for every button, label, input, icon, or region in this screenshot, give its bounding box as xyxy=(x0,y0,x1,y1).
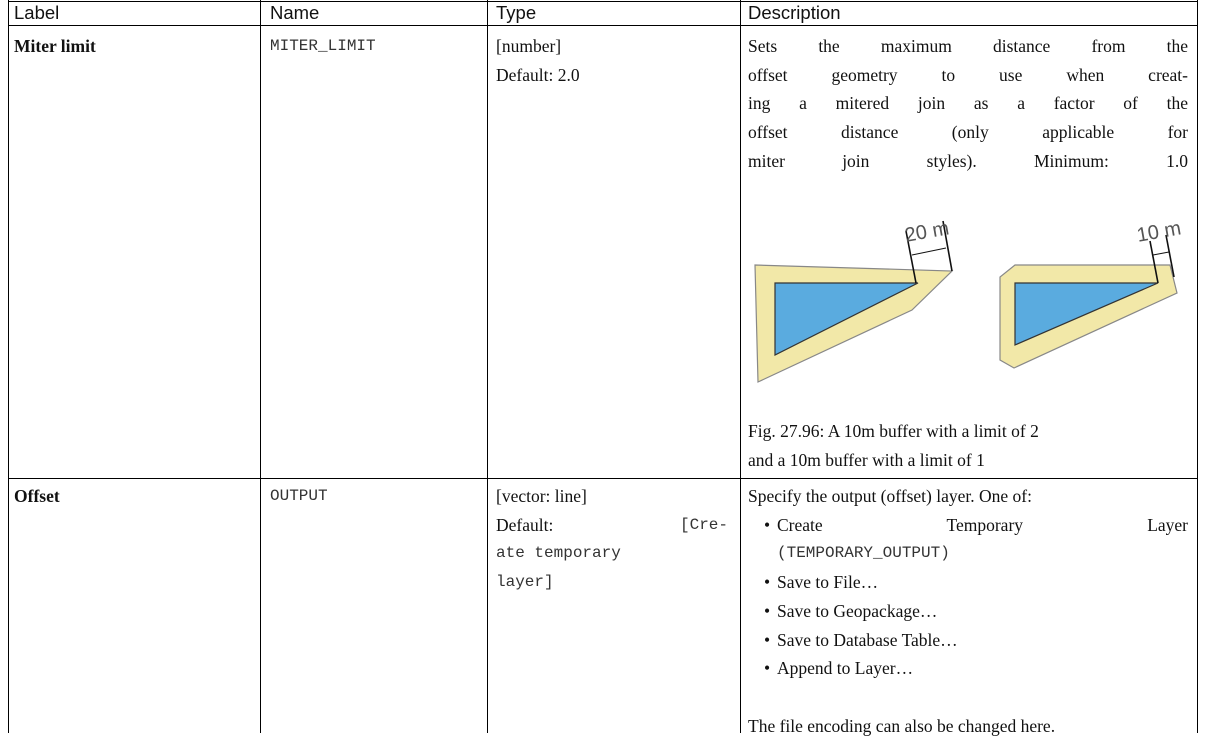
bullet: • xyxy=(764,572,771,593)
option: Append to Layer… xyxy=(777,658,914,679)
name: MITER_LIMIT xyxy=(270,37,376,55)
border xyxy=(8,478,1198,479)
type: Default: 2.0 xyxy=(496,64,580,85)
border xyxy=(8,1,1198,2)
figure: 20 m 10 m xyxy=(754,217,1183,383)
option-code: (TEMPORARY_OUTPUT) xyxy=(777,544,950,563)
description-line: Sets the maximum distance from the xyxy=(748,36,1188,56)
label: Offset xyxy=(14,486,60,506)
bullet: • xyxy=(764,629,771,650)
default-value: layer] xyxy=(496,573,554,592)
default-label: Default: xyxy=(496,514,554,535)
description-line: ing a mitered join as a factor of the xyxy=(748,93,1188,114)
description: Sets the maximum distance from the offset… xyxy=(748,32,1188,176)
type: [vector: line] xyxy=(496,486,587,506)
figure-label: 20 m xyxy=(903,217,951,246)
description: Specify the output (offset) layer. One o… xyxy=(748,486,1032,506)
description-line: miter join styles). Minimum: 1.0 xyxy=(748,150,1188,171)
description-line: offset geometry to use when creat- xyxy=(748,64,1188,85)
default-value: [Cre- xyxy=(679,515,728,534)
border xyxy=(1197,0,1198,733)
option: Save to Geopackage… xyxy=(777,600,938,621)
figure-label: 10 m xyxy=(1135,217,1183,246)
caption: Fig. 27.96: A 10m buffer with a limit of… xyxy=(748,421,1039,441)
border xyxy=(8,0,9,733)
border xyxy=(740,0,741,733)
option: Save to Database Table… xyxy=(777,629,958,650)
header: Label xyxy=(14,2,60,23)
bullet: • xyxy=(764,658,771,679)
type: [number] xyxy=(496,36,562,56)
option: Create Temporary Layer xyxy=(777,514,1188,535)
header: Name xyxy=(270,2,320,23)
bullet: • xyxy=(764,600,771,621)
option: Save to File… xyxy=(777,572,879,593)
label: Miter limit xyxy=(14,36,96,56)
header: Description xyxy=(748,2,841,23)
header: Type xyxy=(496,2,537,23)
bullet: • xyxy=(764,514,771,535)
border xyxy=(260,0,261,733)
border xyxy=(487,0,488,733)
name: OUTPUT xyxy=(270,487,328,505)
default-value: ate temporary xyxy=(496,544,621,563)
note: The file encoding can also be changed he… xyxy=(748,716,1056,736)
description-line: offset distance (only applicable for xyxy=(748,122,1188,143)
caption: and a 10m buffer with a limit of 1 xyxy=(748,449,985,470)
border xyxy=(8,25,1198,26)
